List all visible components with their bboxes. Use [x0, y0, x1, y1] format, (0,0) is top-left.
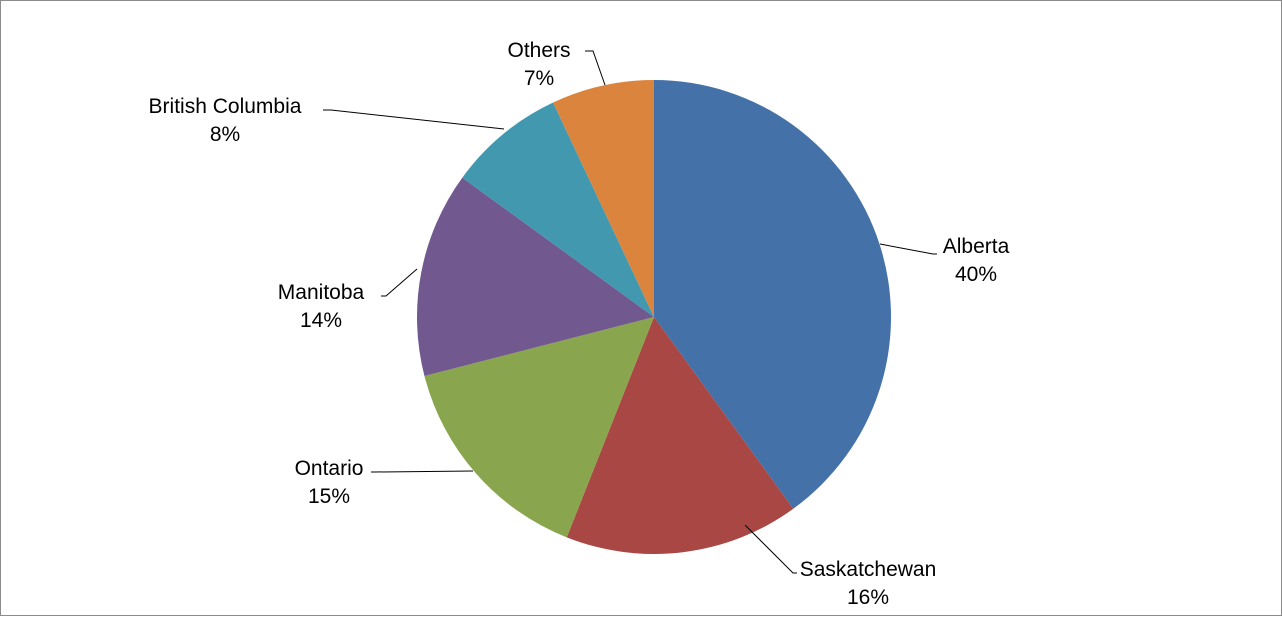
- slice-percent-manitoba: 14%: [300, 309, 342, 332]
- slice-percent-british-columbia: 8%: [210, 123, 240, 146]
- slice-label-ontario: Ontario: [295, 457, 364, 480]
- slice-percent-saskatchewan: 16%: [847, 586, 889, 609]
- slice-percent-ontario: 15%: [308, 485, 350, 508]
- pie-slices: [417, 79, 892, 555]
- pie-slice-alberta: [654, 79, 892, 509]
- pie-labels: Alberta 40% Saskatchewan 16% Ontario 15% Manit…: [149, 39, 1010, 609]
- slice-percent-others: 7%: [524, 67, 554, 90]
- slice-label-saskatchewan: Saskatchewan: [800, 558, 937, 581]
- slice-label-british-columbia: British Columbia: [149, 95, 302, 118]
- leader-line-ontario: [371, 470, 474, 473]
- pie-slice-ontario: [424, 317, 654, 538]
- pie-slice-british-columbia: [462, 102, 654, 317]
- slice-label-alberta: Alberta: [943, 235, 1010, 258]
- leader-line-british-columbia: [323, 109, 505, 130]
- slice-label-others: Others: [507, 39, 570, 62]
- leader-line-saskatchewan: [744, 524, 797, 574]
- pie-slice-saskatchewan: [566, 317, 794, 555]
- leader-line-others: [585, 50, 606, 86]
- leader-line-manitoba: [381, 268, 418, 297]
- leader-line-alberta: [879, 243, 937, 255]
- pie-slice-others: [553, 80, 654, 317]
- slice-label-manitoba: Manitoba: [278, 281, 365, 304]
- pie-slice-manitoba: [417, 177, 654, 376]
- slice-percent-alberta: 40%: [955, 263, 997, 286]
